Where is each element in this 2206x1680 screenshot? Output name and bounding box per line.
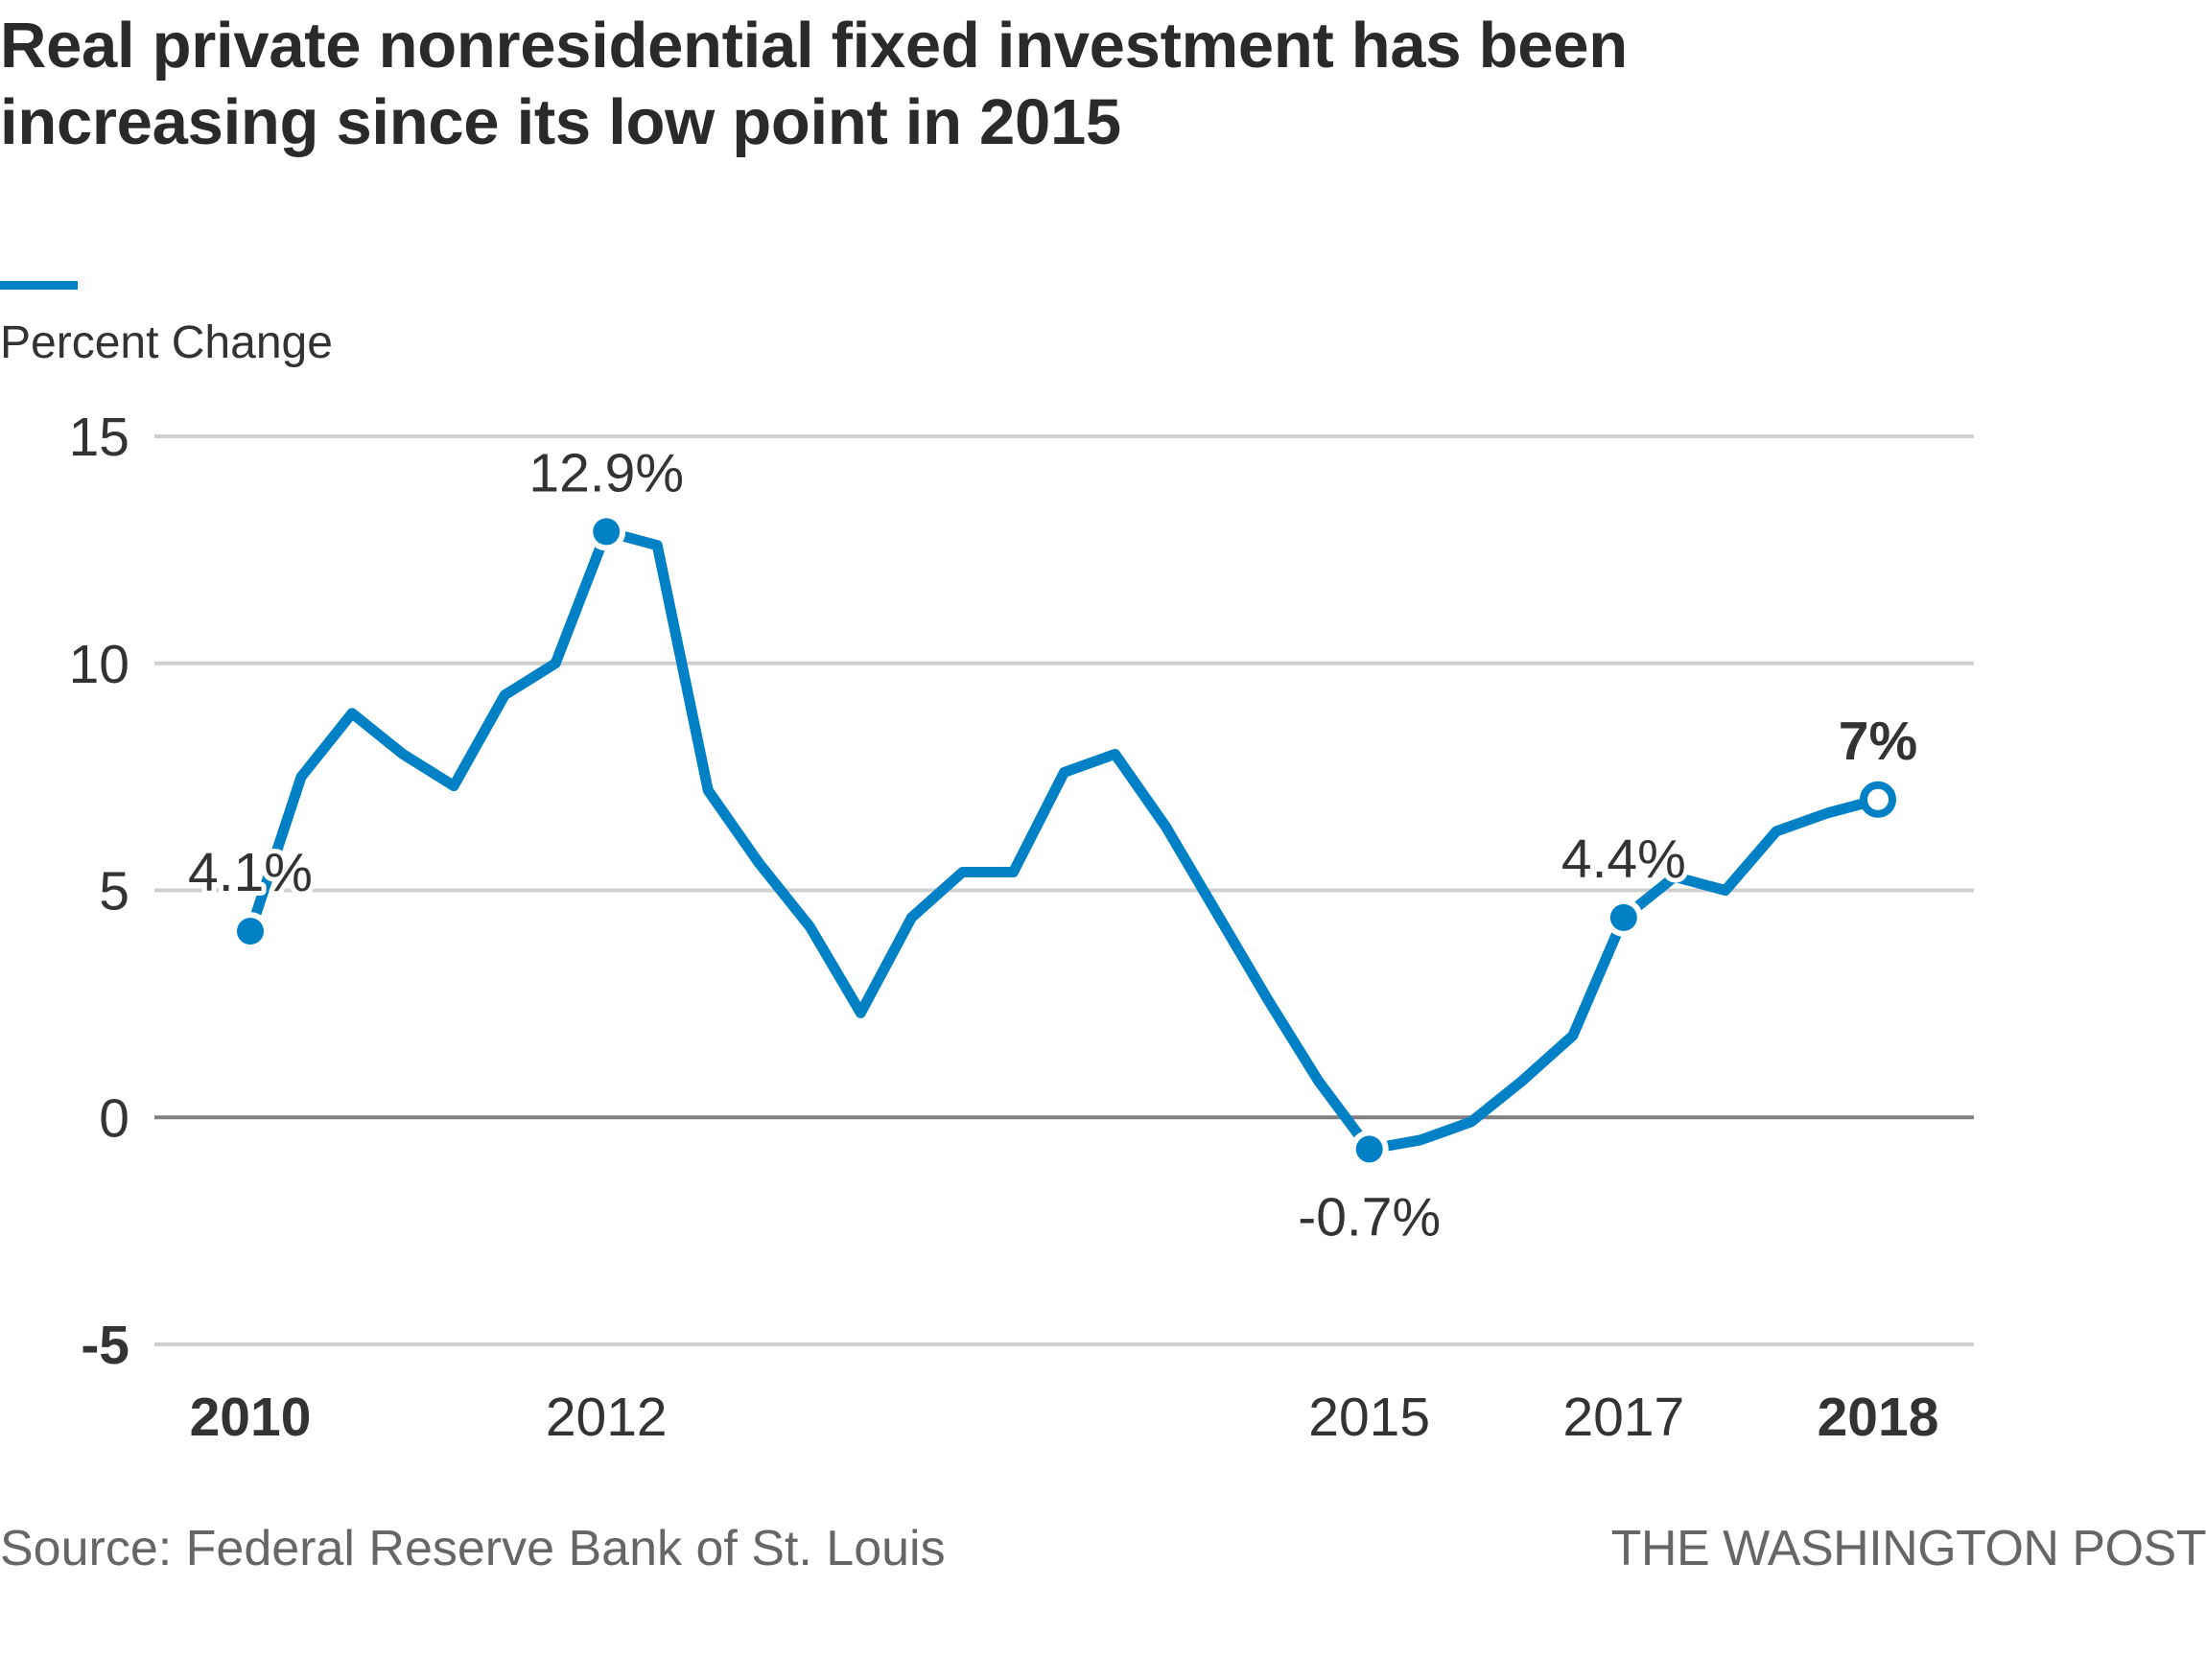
annotation-label: 12.9%	[528, 442, 684, 503]
gridlines	[154, 434, 1974, 1346]
y-tick-label: 0	[99, 1087, 129, 1149]
y-tick-label: 5	[99, 861, 129, 922]
publisher-credit: THE WASHINGTON POST	[1610, 1521, 2206, 1576]
highlight-marker	[1609, 903, 1637, 931]
annotation-label: -0.7%	[1298, 1186, 1441, 1248]
annotation-label: 7%	[1839, 711, 1917, 772]
annotation-label-halo: 4.1%	[188, 842, 313, 903]
x-tick-label: 2018	[1818, 1387, 1939, 1448]
annotation-label: 4.4%	[1561, 828, 1686, 890]
highlight-marker	[237, 918, 264, 945]
highlight-marker	[1355, 1135, 1383, 1163]
annotation-label: 4.1%	[188, 842, 313, 903]
x-tick-label: 2015	[1308, 1387, 1430, 1448]
y-tick-labels: 15 10 5 0 -5	[69, 407, 129, 1376]
y-tick-label: -5	[81, 1315, 129, 1376]
source-note: Source: Federal Reserve Bank of St. Loui…	[0, 1521, 946, 1576]
annotation-label-halo: 4.4%	[1561, 828, 1686, 890]
series-line-group	[245, 525, 1880, 1155]
chart-title: Real private nonresidential fixed invest…	[0, 10, 1628, 158]
x-tick-labels: 2010 2012 2015 2017 2018	[190, 1387, 1939, 1448]
y-axis-label: Percent Change	[0, 317, 333, 368]
annotation-label-halo: 12.9%	[528, 442, 684, 503]
endpoint-marker	[1860, 781, 1896, 818]
x-tick-label: 2012	[546, 1387, 668, 1448]
annotation-label-halo: 7%	[1839, 711, 1917, 772]
annotation-label-halo: -0.7%	[1298, 1186, 1441, 1248]
accent-bar	[0, 281, 78, 290]
y-tick-label: 15	[69, 407, 129, 468]
x-tick-label: 2010	[190, 1387, 312, 1448]
annotation-markers	[231, 512, 1896, 1169]
y-tick-label: 10	[69, 634, 129, 695]
x-tick-label: 2017	[1562, 1387, 1684, 1448]
annotation-labels: 4.1%4.1%12.9%12.9%-0.7%-0.7%4.4%4.4%7%7%	[183, 437, 1922, 1252]
highlight-marker	[593, 518, 621, 546]
